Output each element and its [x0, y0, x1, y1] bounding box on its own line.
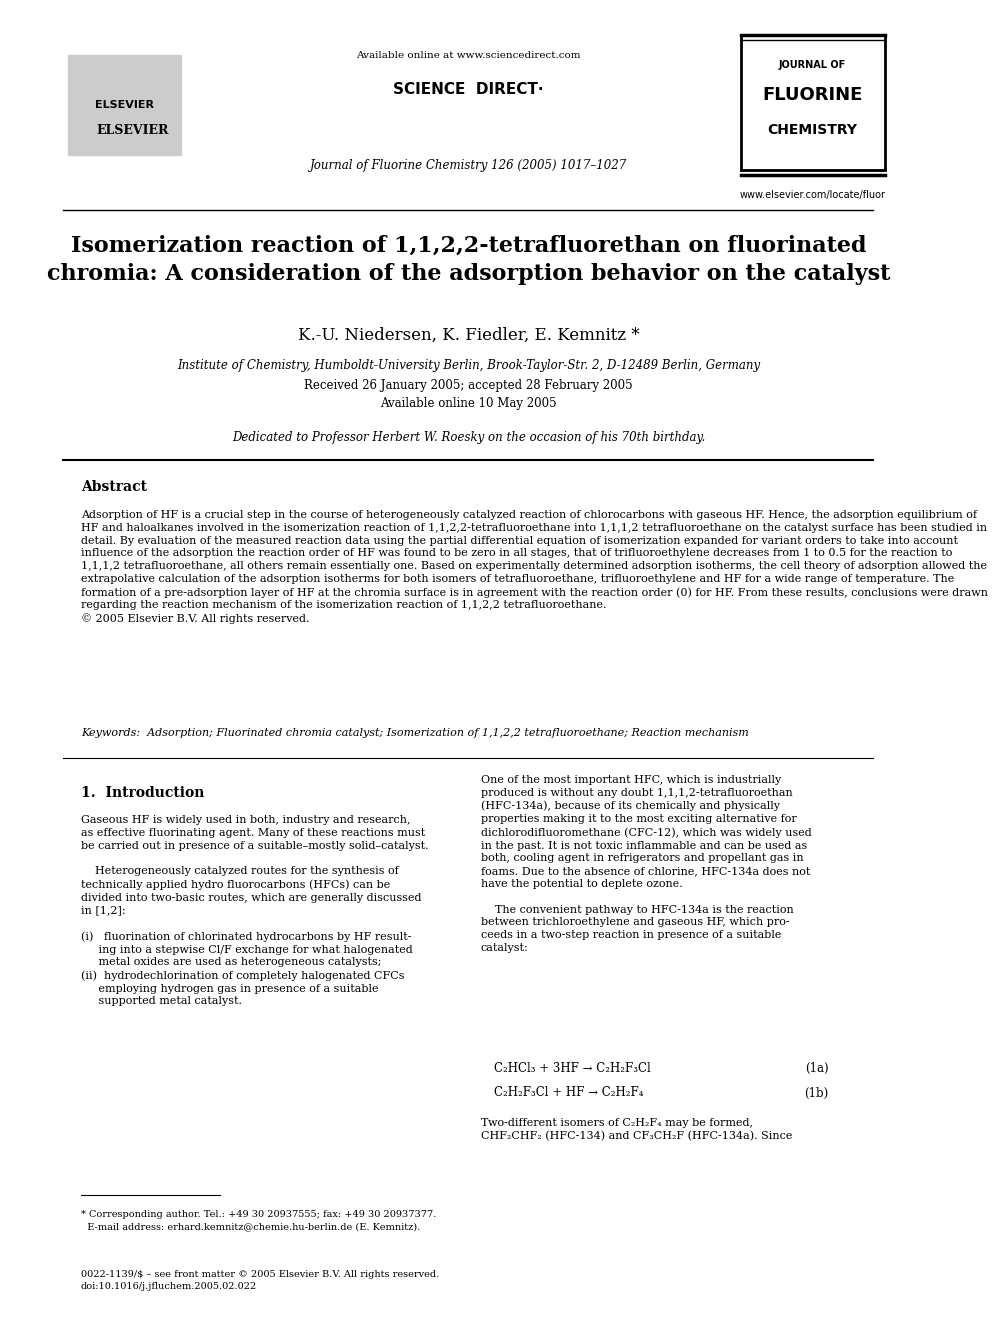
Text: www.elsevier.com/locate/fluor: www.elsevier.com/locate/fluor: [740, 191, 886, 200]
Text: SCIENCE  DIRECT·: SCIENCE DIRECT·: [393, 82, 544, 98]
Text: Available online at www.sciencedirect.com: Available online at www.sciencedirect.co…: [356, 50, 580, 60]
Text: ELSEVIER: ELSEVIER: [96, 123, 169, 136]
Text: JOURNAL OF: JOURNAL OF: [779, 60, 846, 70]
Text: K.-U. Niedersen, K. Fiedler, E. Kemnitz *: K.-U. Niedersen, K. Fiedler, E. Kemnitz …: [298, 327, 639, 344]
Text: Isomerization reaction of 1,1,2,2-tetrafluorethan on fluorinated
chromia: A cons: Isomerization reaction of 1,1,2,2-tetraf…: [47, 234, 890, 286]
Text: Keywords:  Adsorption; Fluorinated chromia catalyst; Isomerization of 1,1,2,2 te: Keywords: Adsorption; Fluorinated chromi…: [80, 728, 749, 738]
FancyBboxPatch shape: [741, 34, 885, 169]
Text: 0022-1139/$ – see front matter © 2005 Elsevier B.V. All rights reserved.
doi:10.: 0022-1139/$ – see front matter © 2005 El…: [80, 1270, 439, 1291]
Text: Dedicated to Professor Herbert W. Roesky on the occasion of his 70th birthday.: Dedicated to Professor Herbert W. Roesky…: [232, 430, 705, 443]
Text: C₂HCl₃ + 3HF → C₂H₂F₃Cl: C₂HCl₃ + 3HF → C₂H₂F₃Cl: [494, 1061, 651, 1074]
Text: One of the most important HFC, which is industrially
produced is without any dou: One of the most important HFC, which is …: [480, 775, 811, 953]
Text: Received 26 January 2005; accepted 28 February 2005
Available online 10 May 2005: Received 26 January 2005; accepted 28 Fe…: [305, 380, 633, 410]
Text: (1a): (1a): [805, 1061, 828, 1074]
Text: C₂H₂F₃Cl + HF → C₂H₂F₄: C₂H₂F₃Cl + HF → C₂H₂F₄: [494, 1086, 643, 1099]
Text: CHEMISTRY: CHEMISTRY: [768, 123, 858, 138]
Text: Adsorption of HF is a crucial step in the course of heterogeneously catalyzed re: Adsorption of HF is a crucial step in th…: [80, 509, 988, 624]
Text: Institute of Chemistry, Humboldt-University Berlin, Brook-Taylor-Str. 2, D-12489: Institute of Chemistry, Humboldt-Univers…: [177, 359, 760, 372]
Text: 1.  Introduction: 1. Introduction: [80, 786, 204, 800]
Text: * Corresponding author. Tel.: +49 30 20937555; fax: +49 30 20937377.
  E-mail ad: * Corresponding author. Tel.: +49 30 209…: [80, 1211, 436, 1230]
Text: Gaseous HF is widely used in both, industry and research,
as effective fluorinat: Gaseous HF is widely used in both, indus…: [80, 815, 429, 1007]
Bar: [67, 56, 181, 155]
Text: ELSEVIER: ELSEVIER: [94, 101, 154, 110]
Text: (1b): (1b): [805, 1086, 828, 1099]
Text: Journal of Fluorine Chemistry 126 (2005) 1017–1027: Journal of Fluorine Chemistry 126 (2005)…: [310, 159, 627, 172]
Text: FLUORINE: FLUORINE: [763, 86, 863, 105]
Text: Abstract: Abstract: [80, 480, 147, 493]
Text: Two-different isomers of C₂H₂F₄ may be formed,
CHF₂CHF₂ (HFC-134) and CF₃CH₂F (H: Two-different isomers of C₂H₂F₄ may be f…: [480, 1118, 792, 1142]
